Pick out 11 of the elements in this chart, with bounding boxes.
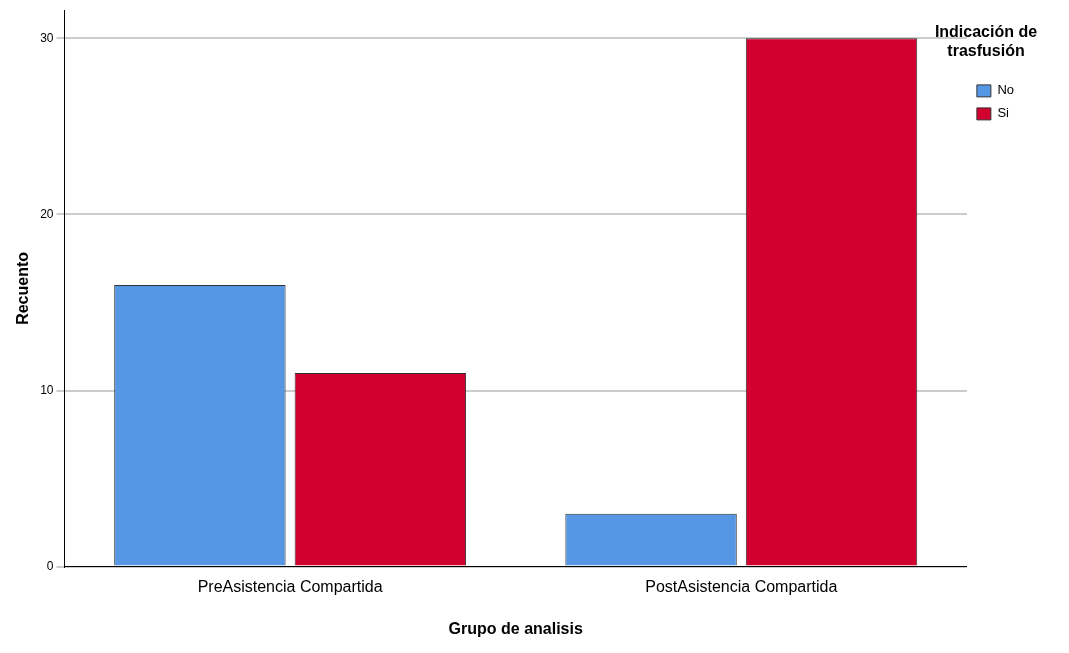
legend-label: Si	[997, 105, 1010, 121]
y-tick-label: 0	[46, 558, 54, 573]
y-tick-label: 20	[40, 206, 54, 221]
legend-title: Indicación de trasfusión	[933, 22, 1039, 60]
y-tick-label: 30	[40, 30, 54, 45]
y-tick-label: 10	[40, 382, 54, 397]
legend-label: No	[997, 82, 1015, 98]
x-axis-title: Grupo de analisis	[448, 619, 583, 637]
x-tick-label: PreAsistencia Compartida	[197, 577, 383, 595]
y-axis-title: Recuento	[14, 251, 32, 325]
x-tick-label: PostAsistencia Compartida	[645, 577, 838, 595]
